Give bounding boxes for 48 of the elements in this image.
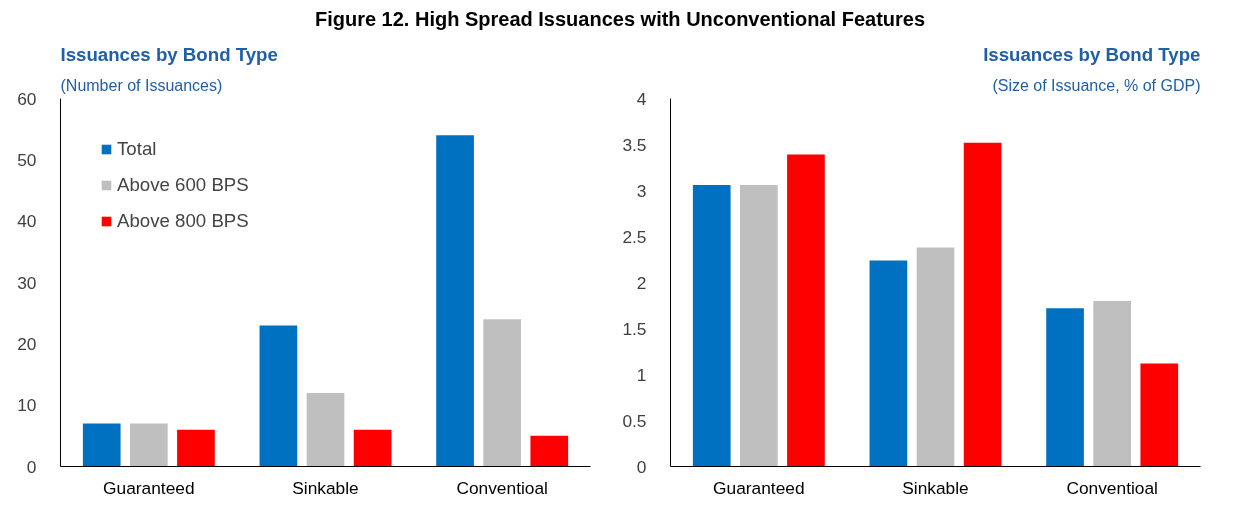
chart-title: Issuances by Bond Type <box>60 43 278 65</box>
x-tick-label: Conventioal <box>456 477 548 498</box>
legend-label: Above 800 BPS <box>117 210 249 232</box>
legend-label: Total <box>117 138 157 160</box>
x-tick-label: Guaranteed <box>103 477 195 498</box>
bar <box>353 429 392 467</box>
y-tick-label: 0 <box>636 456 647 477</box>
y-tick-label: 2 <box>636 272 647 293</box>
y-tick-label: 2.5 <box>622 226 647 247</box>
y-tick-label: 20 <box>17 333 37 354</box>
y-tick-label: 1.5 <box>622 318 647 339</box>
bar <box>483 319 522 467</box>
bar <box>436 135 474 467</box>
bar <box>1140 363 1179 467</box>
y-tick-label: 3.5 <box>622 134 647 155</box>
bar <box>82 423 121 467</box>
bar <box>306 392 345 467</box>
bar <box>1093 300 1132 467</box>
y-tick-label: 50 <box>17 149 37 170</box>
chart-title: Issuances by Bond Type <box>983 43 1201 65</box>
bar <box>692 184 731 467</box>
y-tick-label: 4 <box>636 88 647 109</box>
y-tick-label: 3 <box>636 180 647 201</box>
y-tick-label: 0.5 <box>622 410 647 431</box>
y-tick-label: 10 <box>17 395 37 416</box>
legend-label: Above 600 BPS <box>117 174 249 196</box>
y-tick-label: 30 <box>17 272 37 293</box>
y-tick-label: 1 <box>636 364 647 385</box>
bar <box>963 142 1002 467</box>
bar <box>530 435 569 467</box>
x-tick-label: Sinkable <box>292 477 359 498</box>
chart-subtitle: (Size of Issuance, % of GDP) <box>992 76 1201 94</box>
bar <box>177 429 215 467</box>
x-tick-label: Guaranteed <box>713 477 805 498</box>
bar <box>259 325 298 467</box>
caption: Figure 12. High Spread Issuances with Unconventional Features <box>313 7 927 32</box>
bar <box>739 184 778 467</box>
chart-subtitle: (Number of Issuances) <box>60 76 223 94</box>
x-tick-label: Sinkable <box>902 477 969 498</box>
y-tick-label: 60 <box>17 88 37 109</box>
y-tick-label: 0 <box>26 456 37 477</box>
bar <box>869 260 908 467</box>
bar <box>129 423 168 467</box>
y-tick-label: 40 <box>17 211 37 232</box>
bar <box>916 247 955 467</box>
bar <box>787 154 825 467</box>
bar <box>1046 308 1084 467</box>
x-tick-label: Conventioal <box>1066 477 1158 498</box>
